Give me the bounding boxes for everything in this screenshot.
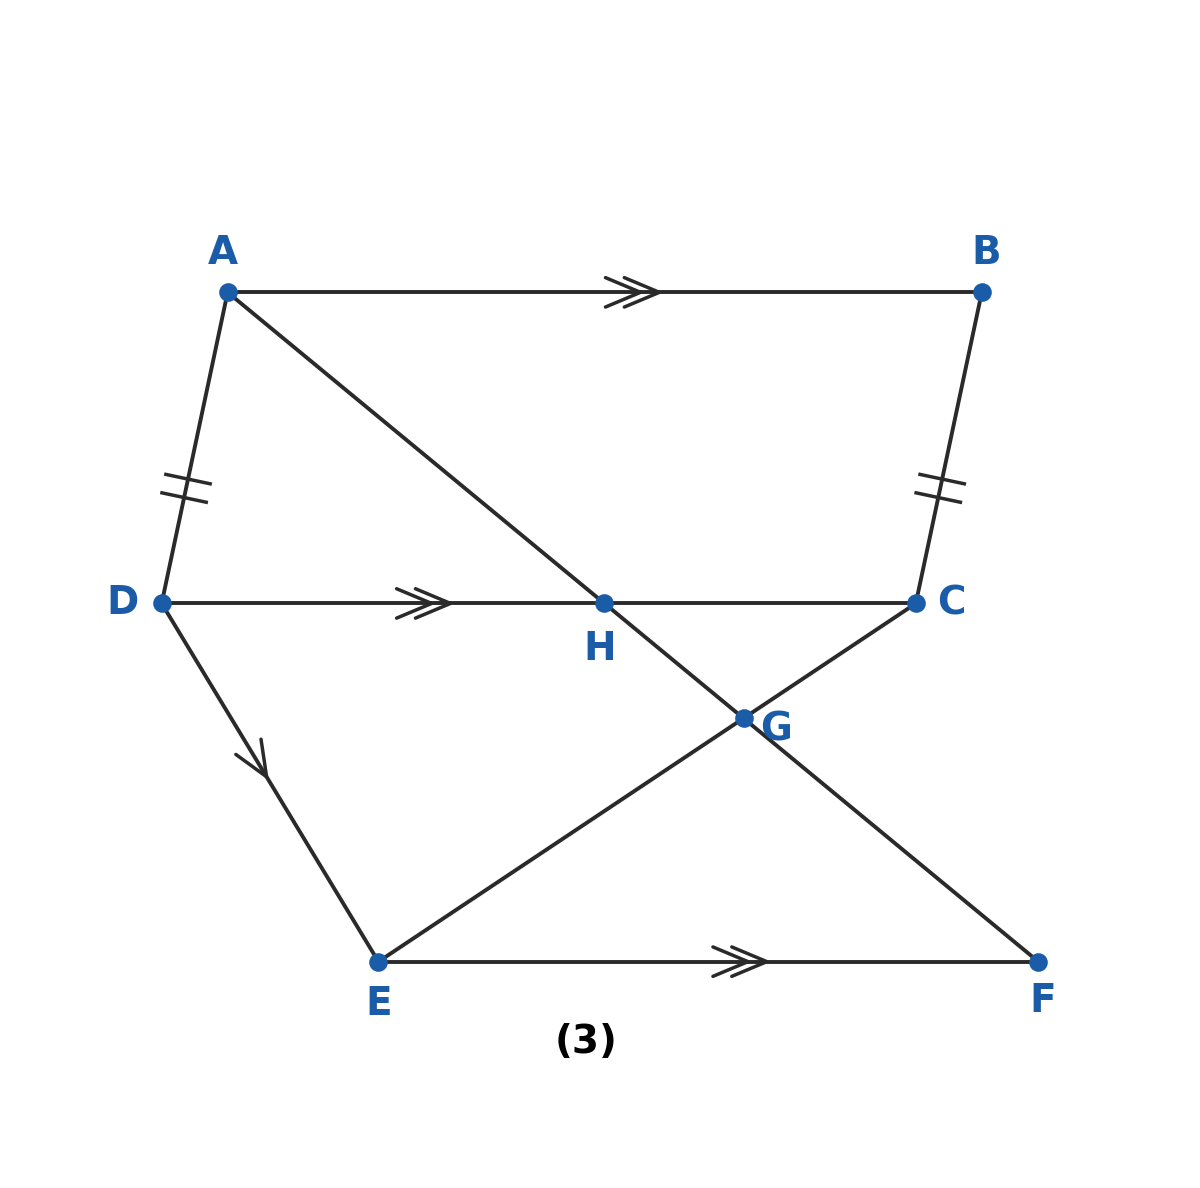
Point: [734, 709, 754, 728]
Text: (3): (3): [554, 1023, 617, 1061]
Text: H: H: [583, 630, 616, 668]
Text: B: B: [972, 234, 1001, 272]
Point: [218, 283, 238, 302]
Point: [906, 594, 925, 613]
Text: D: D: [106, 584, 138, 623]
Point: [972, 283, 991, 302]
Text: G: G: [761, 710, 792, 748]
Text: A: A: [208, 234, 238, 272]
Text: F: F: [1030, 982, 1056, 1020]
Point: [595, 594, 614, 613]
Text: C: C: [937, 584, 966, 623]
Point: [152, 594, 172, 613]
Point: [368, 952, 388, 971]
Point: [1028, 952, 1048, 971]
Text: E: E: [365, 985, 391, 1023]
